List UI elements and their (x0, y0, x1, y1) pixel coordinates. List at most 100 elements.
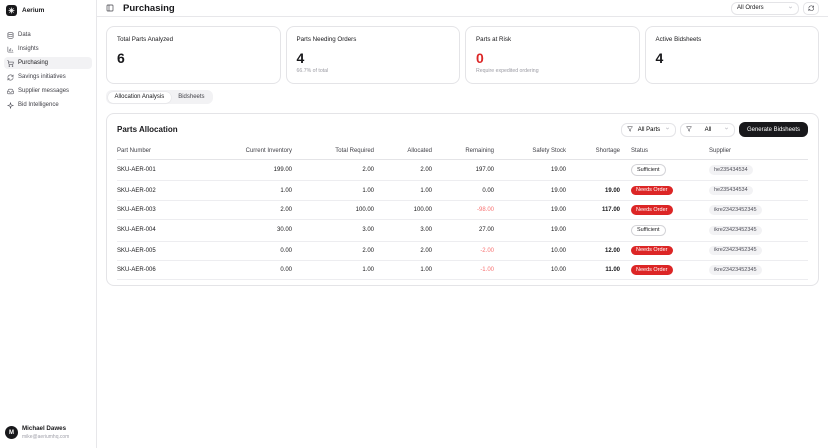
supplier-cell: he235434534 (709, 159, 808, 182)
total-required-cell: 3.00 (292, 219, 374, 242)
sidebar-item-insights[interactable]: Insights (4, 43, 92, 55)
safety-stock-cell: 10.00 (494, 241, 566, 261)
supplier-cell: he235434534 (709, 180, 808, 201)
part-number-cell: SKU-AER-001 (117, 159, 212, 182)
shortage-cell: 117.00 (566, 200, 620, 221)
total-required-cell: 1.00 (292, 260, 374, 281)
current-inventory-cell: 2.00 (212, 200, 292, 221)
table-row: SKU-AER-004 30.00 3.00 3.00 27.00 19.00 … (117, 219, 808, 242)
remaining-cell: 27.00 (432, 219, 494, 242)
stat-subtext: 66.7% of total (296, 67, 329, 74)
sidebar-toggle-button[interactable] (106, 3, 116, 13)
stat-label: Parts at Risk (476, 36, 512, 43)
remaining-cell: -98.00 (432, 200, 494, 221)
tab-list: Allocation Analysis Bidsheets (106, 90, 214, 104)
refresh-icon (808, 5, 814, 11)
table-row: SKU-AER-006 0.00 1.00 1.00 -1.00 10.00 1… (117, 260, 808, 281)
stat-value: 4 (296, 50, 305, 66)
status-cell: Sufficient (620, 159, 709, 182)
status-badge: Needs Order (631, 265, 673, 275)
bar-chart-icon (7, 46, 14, 53)
sidebar-item-supplier-messages[interactable]: Supplier messages (4, 85, 92, 97)
column-header: Shortage (566, 144, 620, 160)
stat-value: 4 (655, 50, 664, 66)
refresh-button[interactable] (803, 1, 819, 15)
tab-allocation-analysis[interactable]: Allocation Analysis (107, 91, 172, 103)
sidebar-item-label: Supplier messages (18, 88, 70, 94)
status-cell: Sufficient (620, 219, 709, 242)
column-header: Supplier (709, 144, 808, 160)
column-header: Current Inventory (212, 144, 292, 160)
stat-label: Total Parts Analyzed (117, 36, 174, 43)
safety-stock-cell: 10.00 (494, 260, 566, 281)
column-header: Safety Stock (494, 144, 566, 160)
user-profile[interactable]: M Michael Dawes mike@aeriumhq.com (0, 419, 96, 448)
parts-allocation-table: Part Number Current Inventory Total Requ… (117, 144, 808, 281)
sidebar-item-label: Purchasing (18, 60, 49, 66)
status-filter-select[interactable]: All (679, 122, 735, 137)
chevron-down-icon (665, 126, 670, 133)
tab-bidsheets[interactable]: Bidsheets (171, 92, 211, 103)
stat-card-total-parts: Total Parts Analyzed 6 (106, 26, 281, 84)
sidebar-item-label: Insights (18, 46, 39, 52)
topbar: Purchasing All Orders (97, 0, 828, 17)
supplier-badge: ikre23423452345 (709, 245, 762, 256)
generate-bidsheets-button[interactable]: Generate Bidsheets (738, 122, 808, 137)
refresh-dollar-icon (7, 74, 14, 81)
sidebar-item-bid-intelligence[interactable]: Bid Intelligence (4, 99, 92, 111)
allocated-cell: 2.00 (374, 241, 432, 261)
remaining-cell: -2.00 (432, 241, 494, 261)
safety-stock-cell: 19.00 (494, 159, 566, 182)
table-controls: All Parts All (620, 122, 808, 137)
user-email: mike@aeriumhq.com (22, 433, 70, 440)
current-inventory-cell: 0.00 (212, 241, 292, 261)
stat-label: Parts Needing Orders (296, 36, 357, 43)
parts-allocation-card: Parts Allocation All Parts (106, 113, 819, 287)
supplier-cell: ikre23423452345 (709, 200, 808, 221)
current-inventory-cell: 1.00 (212, 180, 292, 201)
status-badge: Needs Order (631, 185, 673, 196)
allocated-cell: 3.00 (374, 219, 432, 242)
supplier-cell: ikre23423452345 (709, 260, 808, 281)
sidebar-item-data[interactable]: Data (4, 29, 92, 41)
status-badge: Sufficient (631, 224, 666, 237)
parts-filter-select[interactable]: All Parts (620, 122, 676, 137)
sidebar-item-purchasing[interactable]: Purchasing (4, 57, 92, 69)
safety-stock-cell: 19.00 (494, 200, 566, 221)
shopping-cart-icon (7, 59, 14, 67)
status-cell: Needs Order (620, 241, 709, 261)
column-header: Allocated (374, 144, 432, 160)
current-inventory-cell: 30.00 (212, 219, 292, 242)
supplier-cell: ikre23423452345 (709, 241, 808, 261)
supplier-badge: ikre23423452345 (709, 265, 762, 275)
sidebar: Aerium Data Insights Purchasing (0, 0, 97, 448)
database-icon (7, 31, 14, 39)
stat-cards: Total Parts Analyzed 6 Parts Needing Ord… (106, 26, 819, 84)
current-inventory-cell: 0.00 (212, 260, 292, 281)
status-cell: Needs Order (620, 180, 709, 201)
column-header: Status (620, 144, 709, 160)
content: Total Parts Analyzed 6 Parts Needing Ord… (97, 17, 828, 287)
inbox-icon (7, 88, 14, 95)
total-required-cell: 1.00 (292, 180, 374, 201)
parts-filter-value: All Parts (637, 126, 661, 133)
column-header: Remaining (432, 144, 494, 160)
topbar-actions: All Orders (731, 1, 819, 15)
safety-stock-cell: 19.00 (494, 180, 566, 201)
stat-subtext: Require expedited ordering (476, 67, 539, 74)
table-row: SKU-AER-002 1.00 1.00 1.00 0.00 19.00 19… (117, 180, 808, 201)
sidebar-item-label: Bid Intelligence (18, 102, 59, 108)
orders-filter-select[interactable]: All Orders (731, 1, 799, 15)
part-number-cell: SKU-AER-005 (117, 241, 212, 261)
parts-allocation-header: Parts Allocation All Parts (107, 122, 818, 137)
shortage-cell: 11.00 (566, 260, 620, 281)
shortage-cell: 12.00 (566, 241, 620, 261)
remaining-cell: 0.00 (432, 180, 494, 201)
sidebar-item-savings-initiatives[interactable]: Savings initiatives (4, 71, 92, 83)
status-badge: Sufficient (631, 164, 666, 176)
supplier-badge: ikre23423452345 (709, 225, 762, 236)
avatar: M (5, 426, 18, 440)
shortage-cell (566, 159, 620, 182)
status-filter-value: All (704, 126, 712, 133)
stat-value: 6 (117, 50, 125, 66)
